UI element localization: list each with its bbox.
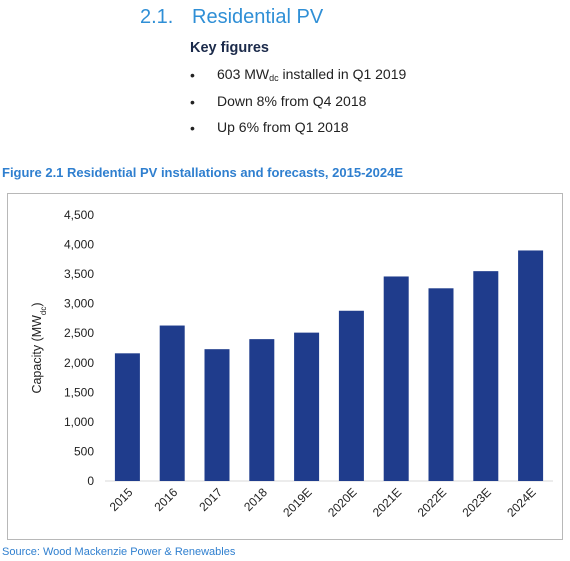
key-figure-item: • Up 6% from Q1 2018 <box>190 119 406 146</box>
key-figure-text: 603 MW <box>217 66 270 82</box>
y-tick-label: 3,000 <box>64 297 94 311</box>
y-tick-label: 1,500 <box>64 385 94 399</box>
section-heading: 2.1. Residential PV <box>140 6 323 29</box>
x-tick-label: 2018 <box>241 485 270 514</box>
bar-2023E <box>473 271 499 481</box>
section-number: 2.1. <box>140 6 174 28</box>
key-figure-text: Down 8% from Q4 2018 <box>217 92 367 109</box>
bar-2021E <box>383 276 409 481</box>
x-tick-label: 2022E <box>415 485 449 519</box>
y-tick-label: 500 <box>74 444 94 458</box>
bar-2020E <box>338 310 364 481</box>
x-tick-label: 2020E <box>325 485 359 519</box>
y-tick-label: 1,000 <box>64 415 94 429</box>
y-tick-label: 2,000 <box>64 356 94 370</box>
bullet-icon: • <box>190 93 195 110</box>
y-tick-label: 4,500 <box>64 208 94 222</box>
x-tick-label: 2023E <box>459 485 493 519</box>
bar-2019E <box>294 332 320 481</box>
bar-2022E <box>428 288 454 481</box>
bullet-icon: • <box>190 67 195 83</box>
source-note: Source: Wood Mackenzie Power & Renewable… <box>2 546 236 558</box>
key-figure-text-rest: installed in Q1 2019 <box>278 66 407 82</box>
key-figure-item: • 603 MWdc installed in Q1 2019 <box>190 66 406 93</box>
y-tick-label: 0 <box>87 474 94 488</box>
bullet-icon: • <box>190 120 195 136</box>
section-title: Residential PV <box>192 6 324 28</box>
key-figure-item: • Down 8% from Q4 2018 <box>190 93 406 120</box>
x-tick-label: 2019E <box>280 485 314 519</box>
bar-2016 <box>159 325 185 481</box>
x-tick-label: 2015 <box>107 485 136 514</box>
x-tick-label: 2016 <box>152 485 181 514</box>
bar-2024E <box>518 250 544 481</box>
key-figure-subscript: dc <box>269 73 279 83</box>
y-tick-label: 4,000 <box>64 238 94 252</box>
key-figure-text: Up 6% from Q1 2018 <box>217 119 349 135</box>
y-tick-label: 3,500 <box>64 267 94 281</box>
figure-caption: Figure 2.1 Residential PV installations … <box>2 165 403 180</box>
y-axis-title: Capacity (MWdc) <box>30 302 48 393</box>
bar-2017 <box>204 349 230 481</box>
key-figures-list: • 603 MWdc installed in Q1 2019 • Down 8% … <box>190 66 406 146</box>
x-tick-label: 2021E <box>370 485 404 519</box>
y-tick-label: 2,500 <box>64 326 94 340</box>
x-tick-label: 2017 <box>196 485 225 514</box>
bar-2018 <box>249 339 275 481</box>
x-tick-label: 2024E <box>504 485 538 519</box>
bar-2015 <box>114 353 140 481</box>
chart-frame: 0 500 1,000 1,500 2,000 2,500 3,000 3,500 4,000 4… <box>7 193 563 540</box>
key-figures-title: Key figures <box>190 40 269 56</box>
bar-chart: 0 500 1,000 1,500 2,000 2,500 3,000 3,500 4,000 4… <box>30 208 553 520</box>
